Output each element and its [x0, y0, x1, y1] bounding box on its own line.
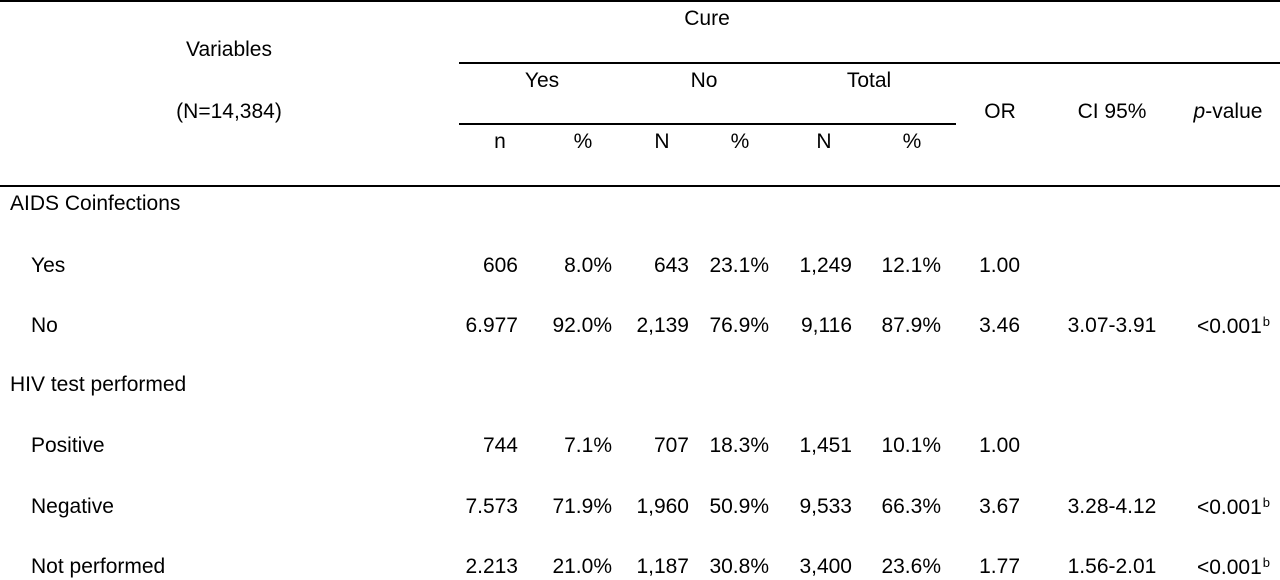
cell-pvalue: <0.001b: [1196, 495, 1270, 519]
cell-or: 1.00: [979, 254, 1020, 277]
cell-or: 1.00: [979, 434, 1020, 457]
cell-yes-pct: 92.0%: [552, 314, 612, 337]
pvalue-header: p-value: [1193, 100, 1263, 123]
cell-yes-pct: 7.1%: [564, 434, 612, 457]
cell-ci: 3.07-3.91: [1067, 314, 1157, 337]
cell-yes-pct: 21.0%: [552, 555, 612, 578]
cell-or: 1.77: [979, 555, 1020, 578]
cell-ci: 3.28-4.12: [1067, 495, 1157, 518]
cell-no-n: 707: [653, 434, 689, 457]
cell-no-pct: 18.3%: [709, 434, 769, 457]
group-yes-header: Yes: [524, 69, 560, 92]
cell-total-n: 9,116: [801, 314, 852, 337]
cell-total-n: 9,533: [799, 495, 852, 518]
or-header: OR: [984, 100, 1016, 123]
row-label: Positive: [31, 434, 105, 457]
cell-yes-n: 2.213: [465, 555, 518, 578]
cell-total-pct: 10.1%: [881, 434, 941, 457]
ci-header: CI 95%: [1077, 100, 1147, 123]
cell-no-pct: 23.1%: [709, 254, 769, 277]
cell-yes-pct: 8.0%: [564, 254, 612, 277]
cell-pvalue: <0.001b: [1196, 555, 1270, 579]
subcol-no-pct: %: [730, 130, 750, 153]
cell-no-n: 2,139: [636, 314, 689, 337]
cell-ci: 1.56-2.01: [1067, 555, 1157, 578]
cell-total-n: 3,400: [799, 555, 852, 578]
row-label: No: [31, 314, 58, 337]
cell-yes-n: 6.977: [465, 314, 518, 337]
row-label: Not performed: [31, 555, 166, 578]
subcol-yes-pct: %: [573, 130, 593, 153]
row-label: Negative: [31, 495, 114, 518]
cell-pvalue: <0.001b: [1196, 314, 1270, 338]
cell-total-pct: 12.1%: [881, 254, 941, 277]
cell-no-n: 643: [653, 254, 689, 277]
section-title: HIV test performed: [10, 373, 187, 396]
sample-size-header: (N=14,384): [176, 100, 282, 123]
cell-or: 3.46: [979, 314, 1020, 337]
cell-yes-pct: 71.9%: [552, 495, 612, 518]
subcol-no-n: N: [654, 130, 670, 153]
top-rule: [0, 0, 1280, 2]
cure-rule: [459, 62, 1280, 64]
cell-no-pct: 30.8%: [709, 555, 769, 578]
cell-total-pct: 66.3%: [881, 495, 941, 518]
cell-no-pct: 76.9%: [709, 314, 769, 337]
cell-total-n: 1,451: [799, 434, 852, 457]
variables-header: Variables: [186, 38, 272, 61]
cell-no-pct: 50.9%: [709, 495, 769, 518]
row-label: Yes: [31, 254, 66, 277]
subcol-total-n: N: [816, 130, 832, 153]
cure-header: Cure: [684, 7, 730, 30]
group-rule: [459, 123, 956, 125]
cell-no-n: 1,960: [636, 495, 689, 518]
cell-total-pct: 87.9%: [881, 314, 941, 337]
cell-yes-n: 606: [482, 254, 518, 277]
subcol-yes-n: n: [494, 130, 506, 153]
cell-yes-n: 7.573: [465, 495, 518, 518]
section-title: AIDS Coinfections: [10, 192, 181, 215]
cell-no-n: 1,187: [636, 555, 689, 578]
subcol-total-pct: %: [902, 130, 922, 153]
cell-total-pct: 23.6%: [881, 555, 941, 578]
group-no-header: No: [690, 69, 718, 92]
cell-yes-n: 744: [482, 434, 518, 457]
cell-or: 3.67: [979, 495, 1020, 518]
group-total-header: Total: [846, 69, 892, 92]
cell-total-n: 1,249: [799, 254, 852, 277]
header-bottom-rule: [0, 185, 1280, 187]
